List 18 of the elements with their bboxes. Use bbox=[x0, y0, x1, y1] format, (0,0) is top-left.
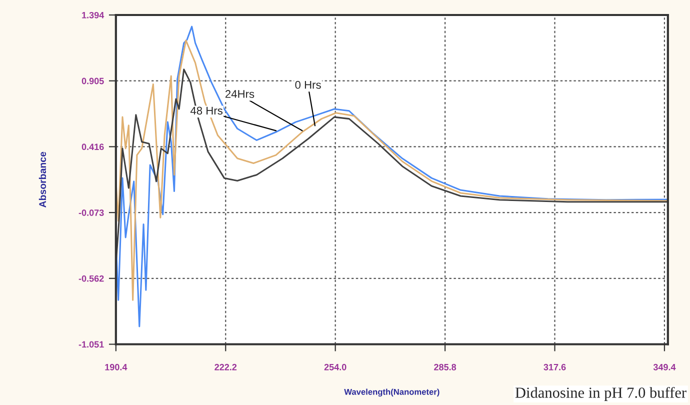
y-tick-label: 1.394 bbox=[82, 12, 104, 18]
x-axis-title: Wavelength(Nanometer) bbox=[344, 388, 440, 397]
annotation: 24Hrs bbox=[225, 90, 254, 98]
y-axis-title: Absorbance bbox=[38, 152, 46, 208]
x-tick-label: 349.4 bbox=[653, 364, 676, 370]
y-tick-label: -1.051 bbox=[78, 341, 104, 348]
annotation: 0 Hrs bbox=[295, 80, 321, 89]
y-tick-label: 0.416 bbox=[82, 144, 104, 150]
x-tick-label: 222.2 bbox=[214, 364, 237, 370]
y-tick-label: 0.905 bbox=[82, 78, 104, 84]
x-tick-label: 190.4 bbox=[105, 364, 128, 370]
y-tick-label: -0.562 bbox=[78, 275, 104, 282]
annotation: 48 Hrs bbox=[190, 106, 223, 115]
y-tick-label: -0.073 bbox=[78, 210, 104, 216]
text: Didanosine in pH 7.0 buffer bbox=[515, 386, 686, 401]
x-tick-label: 254.0 bbox=[324, 364, 346, 370]
x-tick-label: 285.8 bbox=[434, 364, 456, 370]
x-tick-label: 317.6 bbox=[544, 364, 566, 370]
